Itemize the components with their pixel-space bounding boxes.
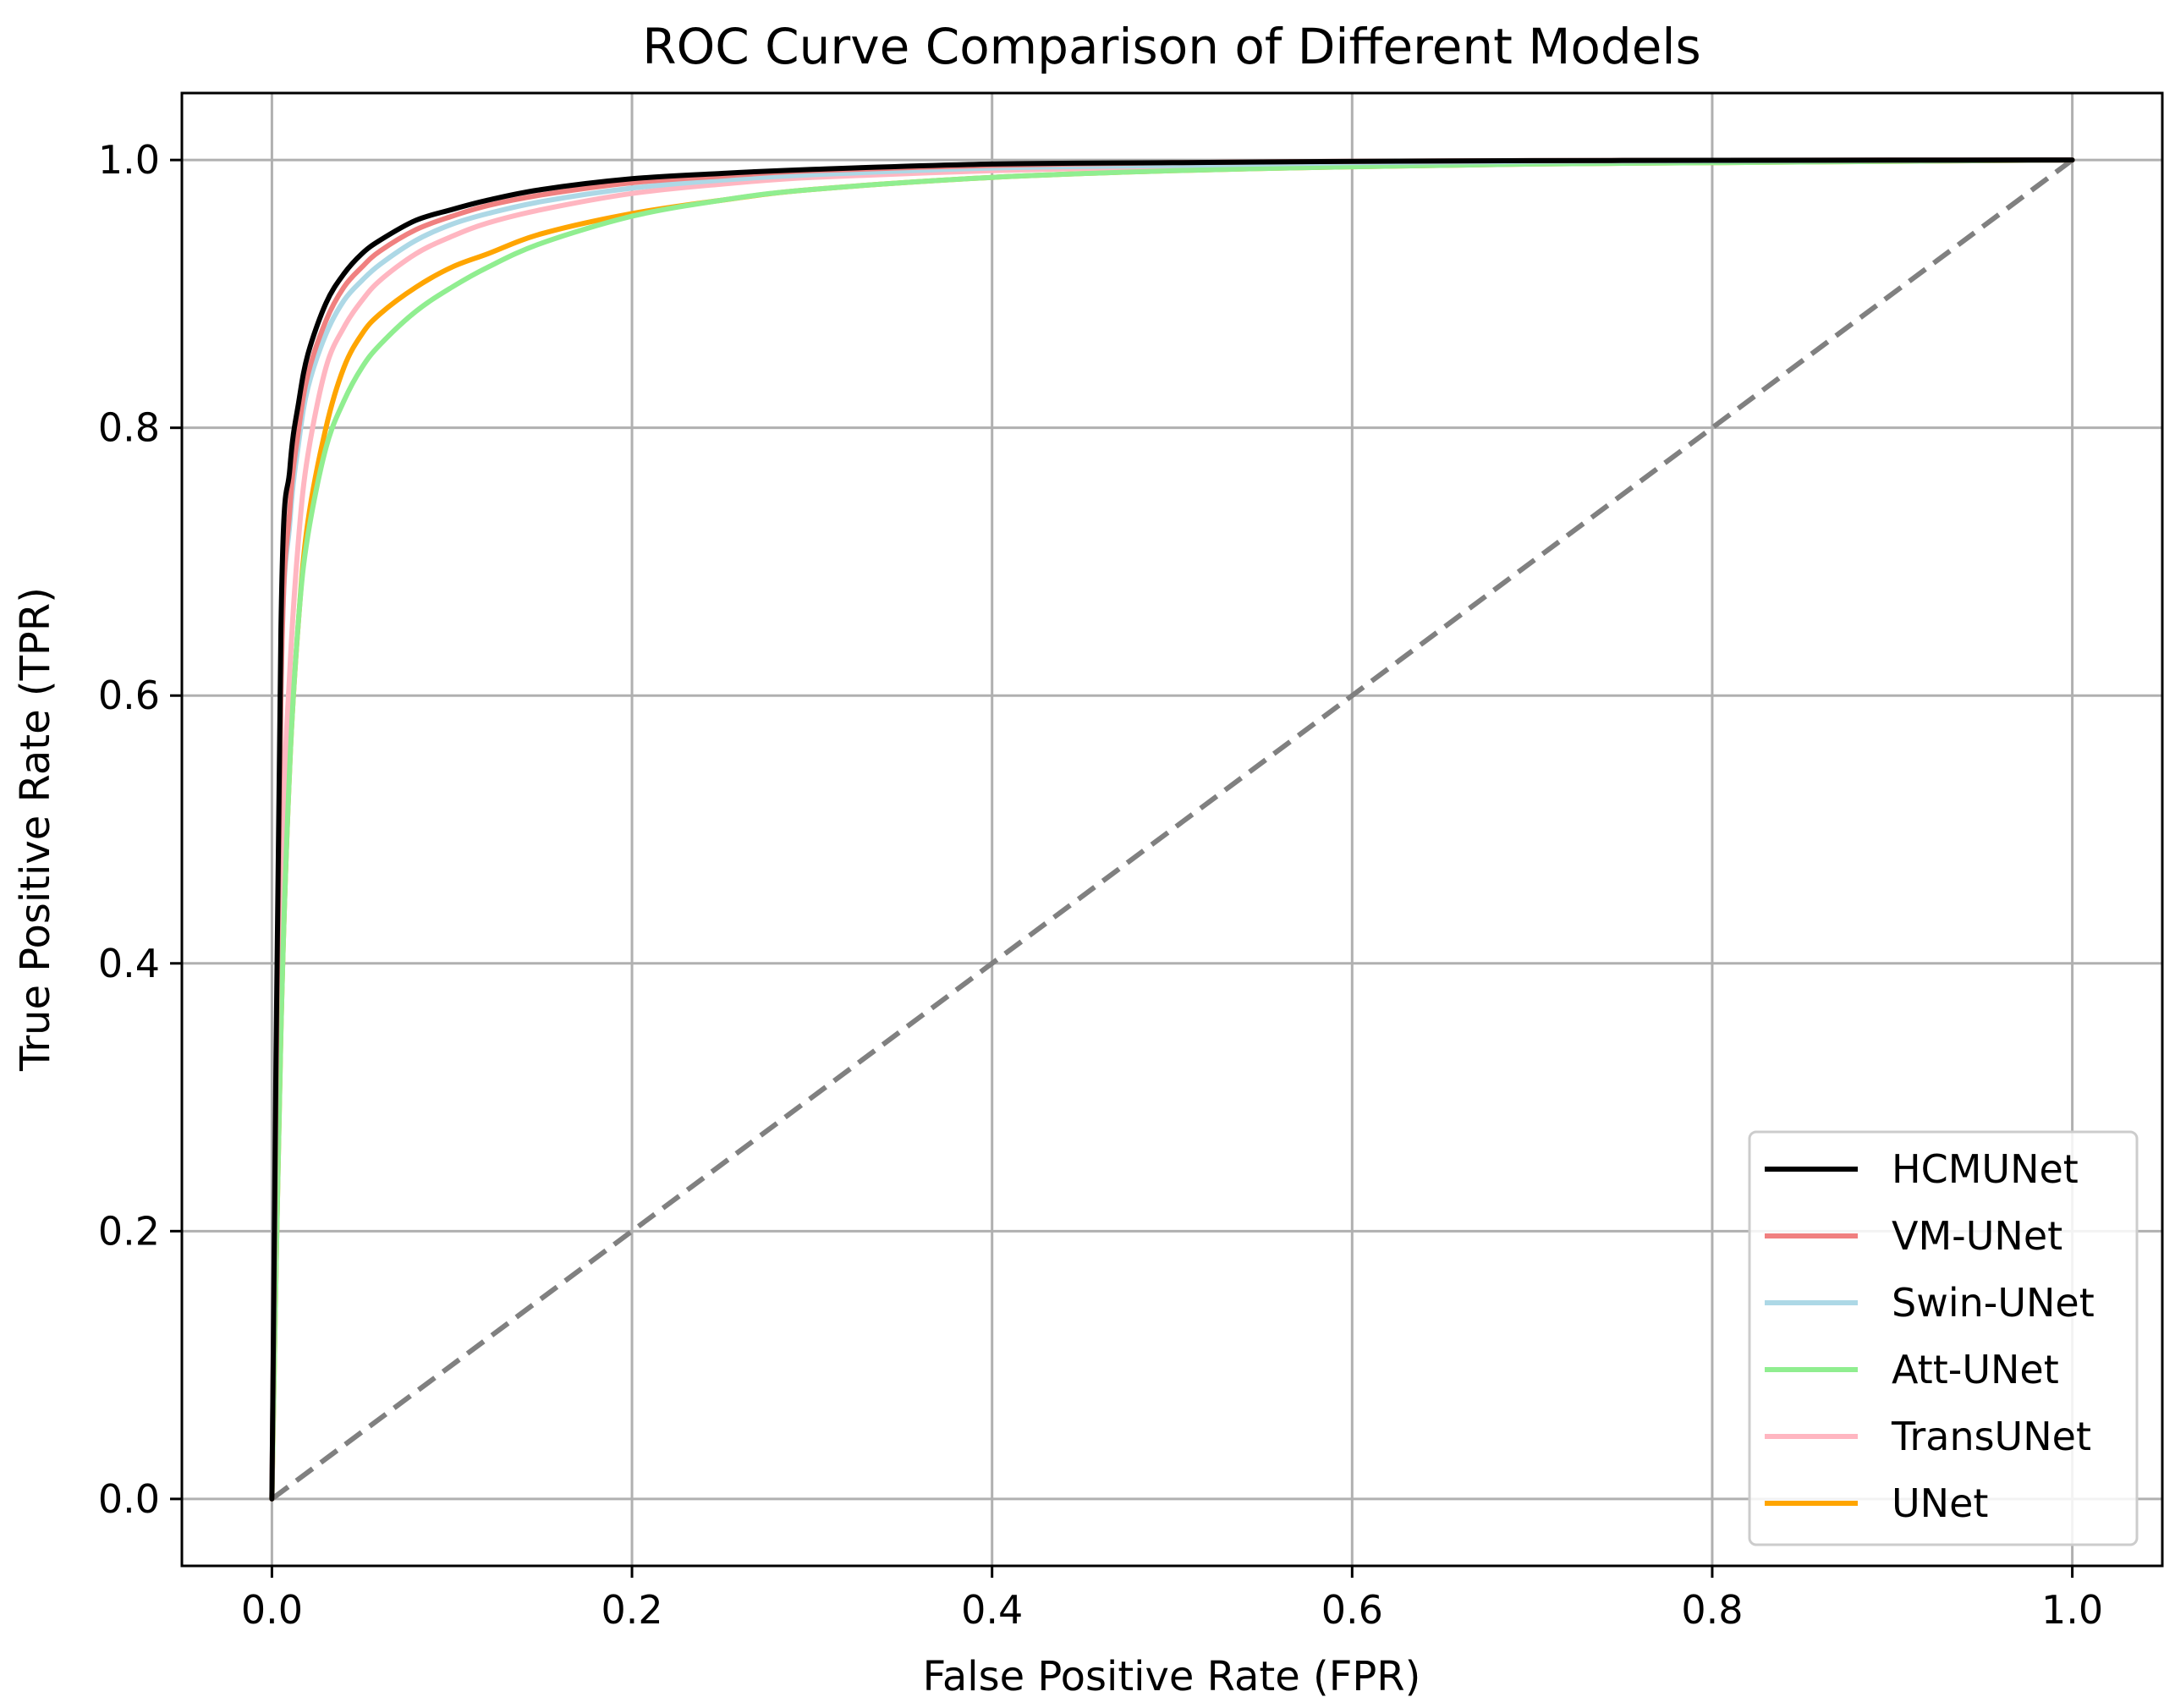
plot-frame — [180, 91, 2164, 1568]
legend: HCMUNet VM-UNet Swin-UNet Att-UNet TransUNet… — [1748, 1130, 2139, 1546]
x-tick-label: 0.8 — [1681, 1587, 1743, 1633]
grid — [182, 93, 2162, 1566]
reference-line-layer — [270, 157, 2074, 1502]
y-tick-label: 0.0 — [98, 1476, 160, 1522]
x-tick-label: 1.0 — [2041, 1587, 2103, 1633]
series-layer — [269, 157, 2075, 1502]
y-tick-label: 1.0 — [98, 137, 160, 183]
y-axis-label: True Positive Rate (TPR) — [12, 587, 59, 1072]
x-axis-label: False Positive Rate (FPR) — [923, 1653, 1421, 1700]
x-tick-label: 0.6 — [1321, 1587, 1383, 1633]
legend-label-unet: UNet — [1892, 1480, 1988, 1526]
legend-label-hcmunet: HCMUNet — [1892, 1146, 2079, 1192]
x-tick-label: 0.0 — [241, 1587, 303, 1633]
x-tick-label: 0.2 — [601, 1587, 662, 1633]
series-line-hcmunet — [269, 157, 2075, 1502]
y-tick-label: 0.8 — [98, 405, 160, 451]
y-tick-label: 0.6 — [98, 673, 160, 718]
series-line-att-unet — [269, 157, 2075, 1502]
legend-label-transunet: TransUNet — [1891, 1414, 2091, 1459]
y-tick-label: 0.4 — [98, 941, 160, 986]
y-tick-label: 0.2 — [98, 1208, 160, 1254]
legend-label-vm-unet: VM-UNet — [1892, 1213, 2062, 1259]
legend-label-swin-unet: Swin-UNet — [1892, 1280, 2095, 1326]
random-classifier-line — [270, 157, 2074, 1502]
axis-ticks: 0.0 0.2 0.4 0.6 0.8 1.0 0.0 0.2 0.4 0.6 0.8 1.0 — [98, 137, 2103, 1633]
chart-title: ROC Curve Comparison of Different Models — [642, 18, 1700, 75]
legend-label-att-unet: Att-UNet — [1892, 1347, 2059, 1392]
x-tick-label: 0.4 — [961, 1587, 1023, 1633]
